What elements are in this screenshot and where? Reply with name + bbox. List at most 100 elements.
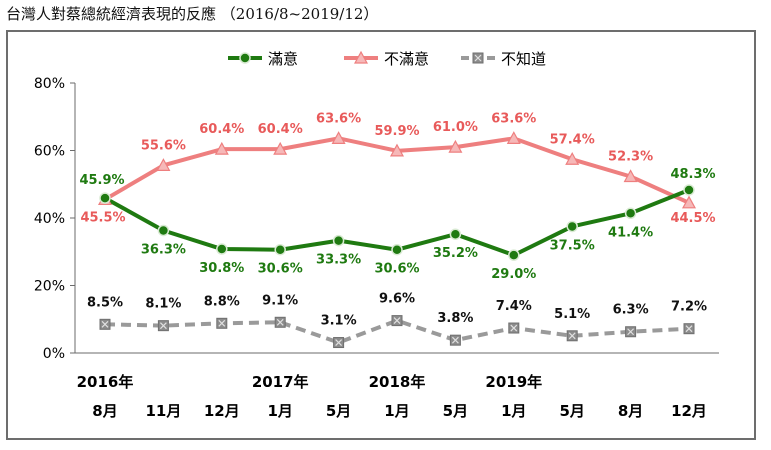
data-label: 36.3%	[141, 242, 186, 257]
data-label: 59.9%	[374, 124, 419, 139]
data-label: 8.5%	[87, 295, 123, 310]
data-point	[565, 152, 580, 165]
marker-cross	[568, 332, 576, 340]
category-label: 12月	[671, 402, 707, 420]
y-tick-label: 60%	[34, 144, 65, 160]
chart-title: 台灣人對蔡總統經濟表現的反應 （2016/8~2019/12）	[6, 5, 379, 23]
data-label: 6.3%	[613, 303, 649, 318]
data-point	[449, 334, 461, 346]
data-labels: 45.9% 36.3% 30.8% 30.6% 33.3% 30.6% 35.2% 29.0%…	[79, 111, 715, 328]
data-label: 63.6%	[491, 111, 536, 126]
data-point	[216, 243, 228, 255]
data-label: 45.5%	[80, 210, 125, 225]
y-tick-label: 40%	[34, 211, 65, 227]
year-label: 2019年	[485, 373, 542, 391]
legend-marker	[353, 50, 369, 64]
data-point	[157, 224, 170, 237]
category-label: 11月	[145, 402, 181, 420]
marker-cross	[451, 336, 459, 344]
data-label: 33.3%	[316, 253, 361, 268]
marker-cross	[159, 322, 167, 330]
marker-cross	[627, 328, 635, 336]
data-point	[508, 322, 520, 334]
marker-cross	[393, 317, 401, 325]
data-label: 52.3%	[608, 149, 653, 164]
series-markers	[97, 131, 697, 349]
data-label: 45.9%	[79, 173, 124, 188]
data-point	[157, 320, 169, 332]
marker-cross	[685, 325, 693, 333]
legend-label: 滿意	[268, 50, 298, 68]
data-point	[333, 337, 345, 349]
series-line-2	[104, 318, 690, 345]
data-label: 7.2%	[671, 300, 707, 315]
marker-cross	[335, 339, 343, 346]
data-point	[156, 158, 171, 171]
data-label: 9.1%	[262, 293, 298, 308]
category-label: 5月	[559, 402, 584, 420]
data-label: 3.1%	[321, 314, 357, 329]
data-point	[391, 315, 403, 327]
data-point	[506, 131, 521, 144]
marker-cross	[218, 319, 226, 327]
data-label: 29.0%	[491, 267, 536, 282]
data-point	[273, 141, 288, 155]
data-label: 3.8%	[437, 311, 473, 326]
data-point	[508, 249, 520, 261]
series-lines	[103, 136, 690, 345]
year-label: 2016年	[77, 373, 134, 391]
data-label: 30.8%	[199, 261, 244, 276]
category-label: 8月	[618, 402, 643, 420]
data-label: 44.5%	[670, 211, 715, 226]
x-axis-labels: 2016年 2017年 2018年 2019年 8月 11月 12月 1月 5月 1月 5月 1月 5月…	[77, 373, 707, 420]
data-label: 61.0%	[433, 120, 478, 135]
data-label: 37.5%	[550, 238, 595, 253]
data-label: 55.6%	[141, 138, 186, 153]
data-label: 57.4%	[550, 132, 595, 147]
data-label: 5.1%	[554, 307, 590, 322]
legend-label: 不知道	[501, 50, 546, 68]
year-label: 2017年	[252, 373, 309, 391]
data-point	[214, 141, 229, 155]
data-label: 8.1%	[145, 297, 181, 312]
marker-cross	[510, 324, 518, 332]
legend-label: 不滿意	[384, 50, 429, 68]
y-tick-label: 80%	[34, 76, 65, 92]
category-label: 5月	[443, 402, 468, 420]
data-point	[99, 318, 111, 330]
y-tick-label: 0%	[43, 346, 65, 362]
data-point	[624, 207, 637, 220]
chart-frame	[6, 30, 756, 440]
data-point	[566, 330, 578, 342]
marker-cross	[474, 54, 482, 62]
data-point	[331, 131, 346, 144]
legend-marker	[472, 52, 484, 64]
data-label: 60.4%	[258, 122, 303, 137]
marker-cross	[276, 318, 284, 326]
data-label: 60.4%	[199, 122, 244, 137]
data-label: 9.6%	[379, 292, 415, 307]
data-label: 8.8%	[204, 294, 240, 309]
data-point	[332, 234, 345, 247]
data-point	[389, 143, 405, 157]
data-label: 48.3%	[670, 167, 715, 182]
data-point	[99, 192, 111, 204]
data-point	[683, 184, 695, 196]
data-point	[681, 195, 697, 209]
category-label: 1月	[384, 402, 409, 420]
data-label: 35.2%	[433, 246, 478, 261]
legend-marker	[239, 52, 251, 64]
data-point	[625, 326, 637, 338]
category-label: 1月	[267, 402, 292, 420]
data-point	[683, 323, 695, 335]
data-point	[448, 139, 463, 153]
data-point	[449, 228, 462, 240]
category-label: 12月	[204, 402, 240, 420]
data-label: 41.4%	[608, 225, 653, 240]
data-point	[623, 169, 638, 183]
data-point	[391, 243, 403, 256]
data-point	[216, 317, 228, 329]
category-label: 5月	[326, 402, 351, 420]
data-label: 30.6%	[258, 262, 303, 277]
